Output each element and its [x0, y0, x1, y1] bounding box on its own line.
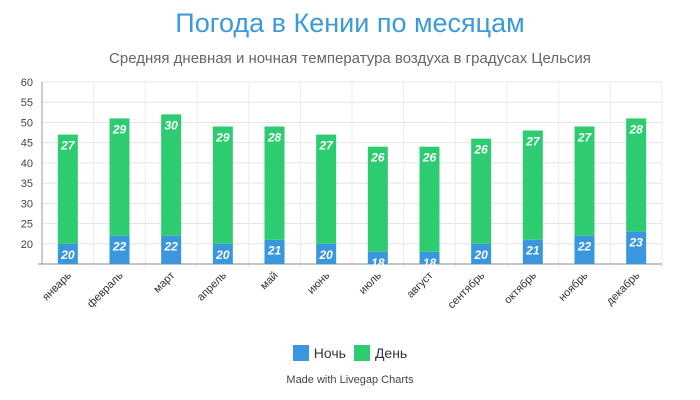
data-label-day: 27 — [577, 130, 593, 144]
y-tick-label: 35 — [21, 178, 33, 190]
chart-subtitle: Средняя дневная и ночная температура воз… — [109, 50, 591, 67]
data-label-day: 30 — [164, 118, 178, 132]
data-label-day: 28 — [628, 122, 643, 136]
data-label-night: 20 — [318, 248, 333, 262]
legend-label-day: День — [374, 345, 408, 361]
data-label-day: 26 — [370, 151, 385, 165]
x-tick-label: май — [258, 270, 281, 293]
y-tick-label: 30 — [21, 198, 33, 210]
data-label-night: 21 — [267, 244, 282, 258]
legend-label-night: Ночь — [313, 345, 346, 361]
x-tick-label: октябрь — [502, 269, 539, 306]
data-label-night: 22 — [112, 240, 127, 254]
bar-night — [626, 231, 647, 264]
data-label-day: 29 — [215, 130, 230, 144]
data-label-night: 22 — [163, 240, 178, 254]
x-tick-label: декабрь — [604, 269, 642, 307]
data-label-night: 21 — [525, 244, 540, 258]
bar-night — [316, 243, 337, 264]
x-tick-label: март — [151, 270, 177, 296]
data-label-day: 27 — [525, 135, 541, 149]
bar-day — [522, 130, 543, 240]
x-tick-label: июнь — [305, 269, 332, 296]
bar-day — [161, 114, 182, 236]
footer-credit[interactable]: Made with Livegap Charts — [286, 374, 414, 386]
y-tick-label: 45 — [21, 138, 33, 150]
y-tick-label: 40 — [21, 158, 33, 170]
bar-day — [316, 134, 337, 244]
bar-day — [212, 126, 233, 244]
legend-swatch-night — [292, 345, 309, 361]
bar-night — [57, 243, 78, 264]
data-label-day: 27 — [318, 139, 334, 153]
bar-day — [419, 146, 440, 252]
data-label-night: 22 — [577, 240, 592, 254]
chart-title: Погода в Кении по месяцам — [175, 8, 525, 38]
data-label-day: 26 — [473, 143, 488, 157]
y-tick-label: 50 — [21, 117, 33, 129]
bar-night — [109, 235, 130, 264]
y-tick-label: 55 — [21, 97, 33, 109]
bar-night — [161, 235, 182, 264]
y-tick-label: 25 — [21, 219, 33, 231]
x-tick-label: апрель — [195, 269, 229, 303]
bar-day — [574, 126, 595, 236]
y-tick-label: 20 — [21, 239, 33, 251]
x-tick-label: август — [405, 270, 436, 301]
x-tick-label: ноябрь — [556, 269, 590, 303]
bar-night — [419, 251, 440, 264]
legend-item-day[interactable]: День — [353, 345, 408, 361]
bar-day — [109, 118, 130, 236]
x-tick-label: февраль — [85, 269, 126, 310]
bar-day — [626, 118, 647, 232]
legend-item-night[interactable]: Ночь — [292, 345, 346, 361]
bar-night — [367, 251, 388, 264]
data-label-night: 20 — [215, 248, 230, 262]
bar-day — [471, 138, 492, 244]
x-tick-label: январь — [40, 269, 74, 303]
legend-swatch-day — [353, 345, 370, 361]
bar-night — [264, 239, 285, 264]
bar-night — [574, 235, 595, 264]
data-label-night: 20 — [60, 248, 75, 262]
chart-legend: Ночь День — [0, 345, 700, 361]
data-label-day: 27 — [60, 139, 76, 153]
bar-day — [57, 134, 78, 244]
x-tick-label: сентябрь — [446, 269, 488, 311]
data-label-day: 28 — [267, 130, 282, 144]
data-label-day: 29 — [112, 122, 127, 136]
bar-night — [471, 243, 492, 264]
data-label-night: 23 — [628, 236, 643, 250]
bar-day — [367, 146, 388, 252]
data-label-night: 18 — [371, 256, 385, 270]
y-tick-label: 60 — [21, 77, 33, 89]
data-label-night: 18 — [423, 256, 437, 270]
data-label-night: 20 — [473, 248, 488, 262]
bar-night — [212, 243, 233, 264]
x-tick-label: июль — [357, 269, 384, 296]
bar-night — [522, 239, 543, 264]
data-label-day: 26 — [422, 151, 437, 165]
bar-day — [264, 126, 285, 240]
